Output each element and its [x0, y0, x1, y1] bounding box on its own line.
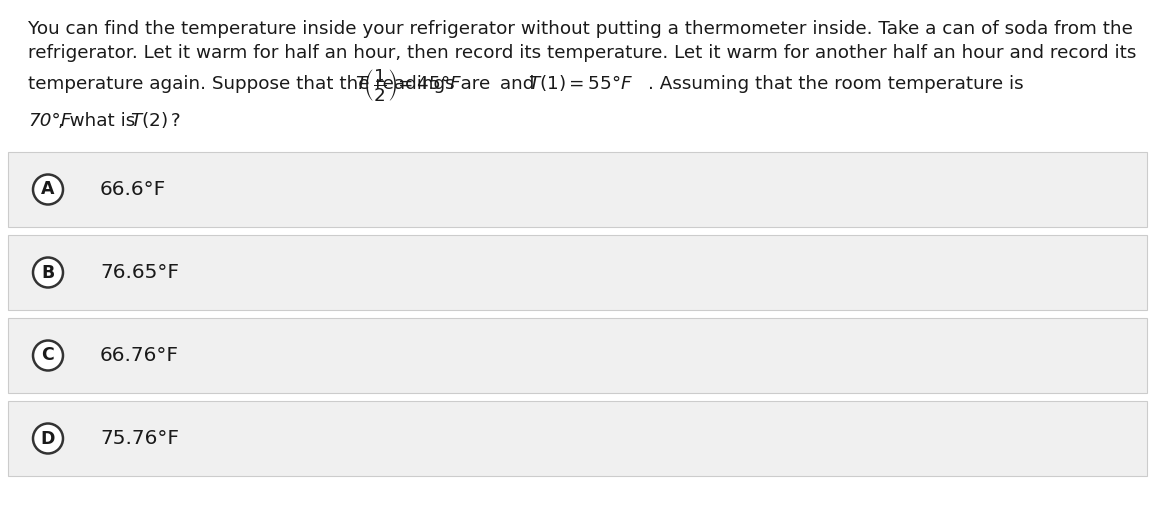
Text: $T\!\left(\dfrac{1}{2}\right)\!=45°F$: $T\!\left(\dfrac{1}{2}\right)\!=45°F$ [355, 67, 462, 103]
Text: temperature again. Suppose that the readings are: temperature again. Suppose that the read… [28, 75, 497, 93]
FancyBboxPatch shape [8, 235, 1147, 310]
Circle shape [33, 340, 64, 370]
Text: . Assuming that the room temperature is: . Assuming that the room temperature is [648, 75, 1023, 93]
Text: 66.6°F: 66.6°F [100, 180, 166, 199]
Text: 66.76°F: 66.76°F [100, 346, 179, 365]
Circle shape [33, 257, 64, 287]
Text: $T(2)$: $T(2)$ [131, 110, 167, 130]
Text: You can find the temperature inside your refrigerator without putting a thermome: You can find the temperature inside your… [28, 20, 1133, 38]
Text: 70°F: 70°F [28, 112, 72, 130]
Text: 76.65°F: 76.65°F [100, 263, 179, 282]
Text: and: and [494, 75, 541, 93]
Text: A: A [42, 180, 54, 198]
Text: C: C [42, 346, 54, 364]
Text: D: D [40, 429, 55, 447]
Text: ?: ? [165, 112, 180, 130]
Text: B: B [42, 263, 54, 281]
Circle shape [33, 423, 64, 453]
Text: 75.76°F: 75.76°F [100, 429, 179, 448]
Text: , what is: , what is [58, 112, 141, 130]
FancyBboxPatch shape [8, 318, 1147, 393]
FancyBboxPatch shape [8, 401, 1147, 476]
Text: $T(1)=55°F$: $T(1)=55°F$ [528, 73, 633, 93]
Circle shape [33, 174, 64, 204]
Text: refrigerator. Let it warm for half an hour, then record its temperature. Let it : refrigerator. Let it warm for half an ho… [28, 44, 1137, 62]
FancyBboxPatch shape [8, 152, 1147, 227]
